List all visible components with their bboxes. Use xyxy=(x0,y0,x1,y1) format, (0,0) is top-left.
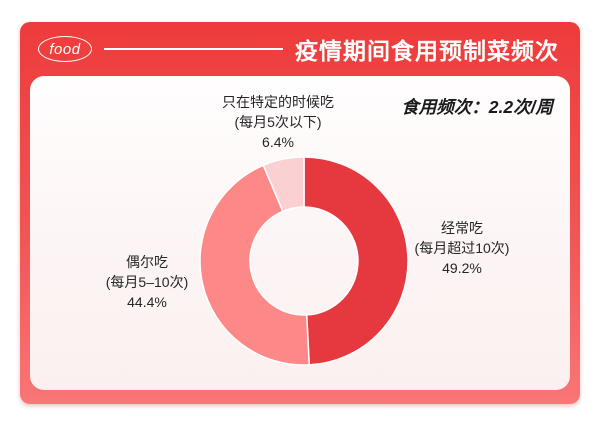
donut-segment-2 xyxy=(262,156,305,213)
segment-label-often-value: 49.2% xyxy=(442,260,482,276)
infographic-frame: food 疫情期间食用预制菜频次 食用频次：2.2次/周 经常吃 (每月超过10… xyxy=(20,22,580,404)
segment-label-often-name: 经常吃 xyxy=(441,220,483,236)
brand-logo: food xyxy=(38,36,92,62)
segment-label-occasional-sub: (每月5–10次) xyxy=(105,274,189,290)
chart-card: 食用频次：2.2次/周 经常吃 (每月超过10次) 49.2% 偶尔吃 (每月5… xyxy=(30,76,570,390)
segment-label-special-value: 6.4% xyxy=(262,134,294,150)
donut-segment-0 xyxy=(303,156,409,366)
stat-annotation: 食用频次：2.2次/周 xyxy=(401,97,553,117)
header-divider-line xyxy=(104,48,283,50)
segment-label-special-name: 只在特定的时候吃 xyxy=(222,94,334,110)
segment-label-special-sub: (每月5次以下) xyxy=(234,114,322,130)
segment-label-occasional-name: 偶尔吃 xyxy=(126,254,168,270)
segment-label-often: 经常吃 (每月超过10次) 49.2% xyxy=(372,218,552,278)
segment-label-occasional-value: 44.4% xyxy=(127,294,167,310)
header: food 疫情期间食用预制菜频次 xyxy=(20,22,580,76)
segment-label-occasional: 偶尔吃 (每月5–10次) 44.4% xyxy=(57,252,237,312)
donut-chart xyxy=(199,156,409,366)
donut-segment-1 xyxy=(199,164,310,366)
brand-logo-text: food xyxy=(49,40,81,58)
page-title: 疫情期间食用预制菜频次 xyxy=(295,38,559,64)
segment-label-often-sub: (每月超过10次) xyxy=(414,240,510,256)
segment-label-special: 只在特定的时候吃 (每月5次以下) 6.4% xyxy=(178,92,378,152)
